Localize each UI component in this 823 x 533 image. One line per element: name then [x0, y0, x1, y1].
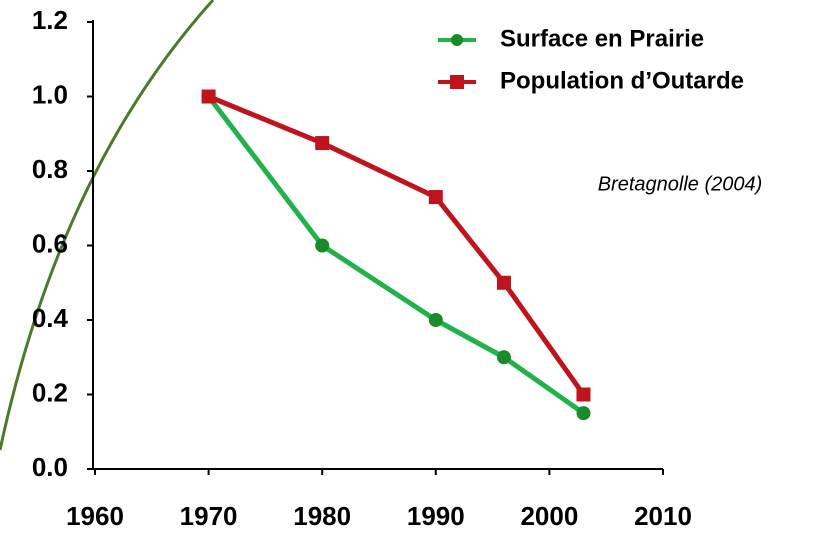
data-point: [315, 136, 330, 151]
x-tick-label: 1960: [66, 501, 124, 531]
y-tick-label: 0.6: [32, 228, 68, 258]
data-point: [496, 275, 511, 290]
x-tick-label: 1970: [180, 501, 238, 531]
y-tick-label: 1.2: [32, 5, 68, 35]
data-point: [496, 350, 511, 365]
x-tick-label: 2000: [520, 501, 578, 531]
annotation: Bretagnolle (2004): [598, 173, 763, 195]
y-tick-label: 0.0: [32, 452, 68, 482]
legend-label: Population d’Outarde: [500, 67, 744, 94]
legend-label: Surface en Prairie: [500, 25, 704, 52]
series-line: [206, 94, 585, 416]
y-tick-label: 0.4: [32, 303, 69, 333]
data-point: [576, 387, 591, 402]
x-tick-label: 1980: [293, 501, 351, 531]
legend-marker: [451, 34, 463, 46]
y-tick-label: 0.8: [32, 154, 68, 184]
data-point: [428, 190, 443, 205]
series-line: [207, 94, 586, 396]
data-point: [428, 313, 443, 327]
x-tick-label: 2010: [634, 501, 692, 531]
legend-marker: [450, 75, 464, 89]
y-tick-label: 0.2: [32, 377, 68, 407]
x-tick-label: 1990: [407, 501, 465, 531]
decorative-arc: [0, 0, 215, 451]
data-point: [576, 406, 591, 421]
data-point: [315, 238, 330, 253]
data-point: [201, 89, 216, 104]
y-tick-label: 1.0: [32, 79, 68, 109]
